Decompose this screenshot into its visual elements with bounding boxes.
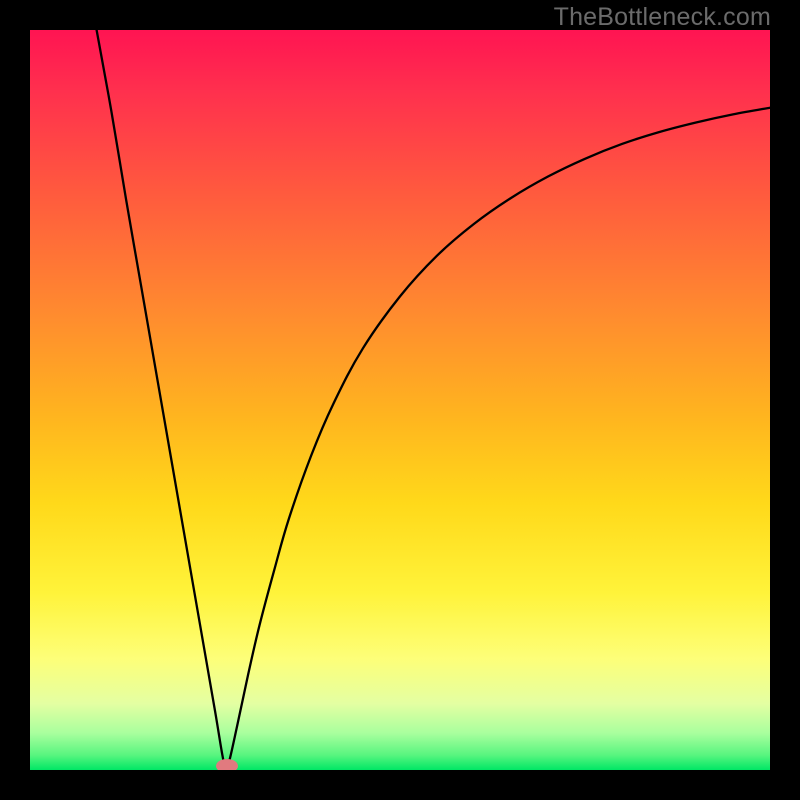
watermark-text: TheBottleneck.com — [554, 3, 771, 32]
optimum-marker — [216, 759, 238, 770]
curve-layer — [30, 30, 770, 770]
bottleneck-curve — [97, 30, 770, 770]
plot-area — [30, 30, 770, 770]
